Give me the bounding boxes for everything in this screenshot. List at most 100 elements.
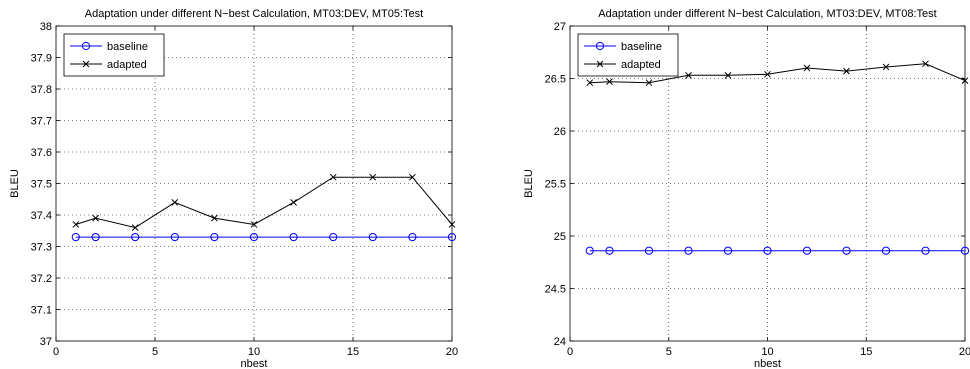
data-point (684, 246, 693, 255)
y-tick-label: 37.6 (31, 147, 52, 159)
data-point (723, 246, 733, 255)
legend-label: baseline (621, 41, 662, 53)
series-baseline (585, 246, 970, 255)
data-point (585, 246, 594, 255)
data-point (131, 224, 139, 231)
legend-marker (595, 41, 605, 51)
legend-item: adapted (584, 59, 661, 71)
data-point (211, 214, 218, 222)
data-point (843, 67, 850, 75)
y-tick-label: 37.3 (31, 242, 52, 254)
series-adapted (586, 60, 969, 87)
chart-title: Adaptation under different N−best Calcul… (85, 8, 423, 20)
data-point (842, 246, 851, 255)
legend-item: adapted (70, 59, 147, 71)
x-tick-label: 5 (666, 346, 672, 358)
y-tick-label: 26 (554, 126, 566, 138)
y-tick-label: 27 (554, 21, 566, 33)
legend-item: baseline (584, 41, 662, 53)
data-point (131, 232, 140, 242)
data-point (71, 232, 80, 242)
data-point (329, 173, 337, 181)
legend: baseline adapted (577, 33, 679, 77)
data-point (249, 232, 259, 242)
data-point (803, 64, 811, 72)
data-point (448, 221, 456, 228)
data-point (210, 232, 219, 242)
x-axis-label: nbest (754, 358, 781, 369)
y-tick-label: 37.7 (31, 116, 52, 128)
legend-label: adapted (621, 59, 661, 71)
data-point (685, 71, 692, 79)
legend-marker (81, 41, 91, 51)
data-point (72, 221, 80, 228)
data-point (91, 232, 100, 242)
y-axis-label: BLEU (9, 169, 21, 198)
data-point (921, 246, 930, 255)
data-point (171, 199, 179, 206)
x-tick-label: 20 (446, 346, 458, 358)
y-tick-label: 26.5 (545, 74, 566, 86)
y-tick-label: 37.8 (31, 84, 52, 96)
y-tick-label: 37.1 (31, 305, 52, 317)
data-point (881, 246, 891, 255)
x-tick-label: 20 (959, 346, 970, 358)
data-point (922, 60, 929, 68)
data-point (409, 173, 416, 181)
x-tick-label: 10 (761, 346, 773, 358)
x-tick-label: 0 (53, 346, 59, 358)
data-point (329, 232, 338, 242)
data-point (644, 246, 654, 255)
data-point (289, 232, 298, 242)
y-tick-label: 24 (554, 336, 566, 348)
x-tick-label: 15 (347, 346, 359, 358)
legend-label: baseline (107, 41, 148, 53)
data-point (170, 232, 179, 242)
series-adapted (72, 173, 456, 231)
y-tick-label: 25.5 (545, 179, 566, 191)
data-point (961, 77, 969, 84)
data-point (250, 221, 258, 228)
legend-box (577, 33, 679, 77)
chart-title: Adaptation under different N−best Calcul… (598, 8, 936, 20)
legend-label: adapted (107, 59, 147, 71)
legend-marker (82, 60, 90, 68)
y-tick-label: 38 (40, 21, 52, 33)
data-point (764, 70, 771, 78)
data-point (882, 63, 890, 71)
chart-1: 0 5 10 15 20 37 37.1 37.2 37.3 37.4 37.5 37.6 37.7 37… (9, 8, 458, 369)
data-point (645, 79, 653, 87)
chart-2: 0 5 10 15 20 24 24.5 25 25.5 26 26.5 27 Adaptation u… (523, 8, 970, 369)
x-tick-label: 5 (152, 346, 158, 358)
data-point (763, 246, 772, 255)
data-point (369, 173, 377, 181)
data-point (368, 232, 377, 242)
y-tick-label: 37.5 (31, 179, 52, 191)
y-tick-label: 24.5 (545, 284, 566, 296)
legend-marker (596, 60, 604, 68)
legend: baseline adapted (63, 33, 165, 77)
x-tick-label: 0 (567, 346, 573, 358)
data-point (408, 232, 417, 242)
y-tick-label: 37.2 (31, 273, 52, 285)
data-point (724, 71, 732, 79)
y-tick-label: 37 (40, 336, 52, 348)
data-point (290, 199, 297, 206)
data-point (960, 246, 970, 255)
y-tick-label: 37.9 (31, 53, 52, 65)
series-baseline (71, 232, 457, 242)
grid (56, 26, 452, 341)
data-point (92, 214, 99, 222)
x-tick-label: 10 (248, 346, 260, 358)
y-tick-label: 37.4 (31, 210, 52, 222)
data-point (606, 78, 613, 86)
legend-box (63, 33, 165, 77)
data-point (447, 232, 457, 242)
x-axis-label: nbest (241, 358, 268, 369)
y-tick-label: 25 (554, 231, 566, 243)
y-axis-label: BLEU (523, 169, 535, 198)
data-point (605, 246, 614, 255)
data-point (586, 79, 594, 87)
data-point (802, 246, 812, 255)
